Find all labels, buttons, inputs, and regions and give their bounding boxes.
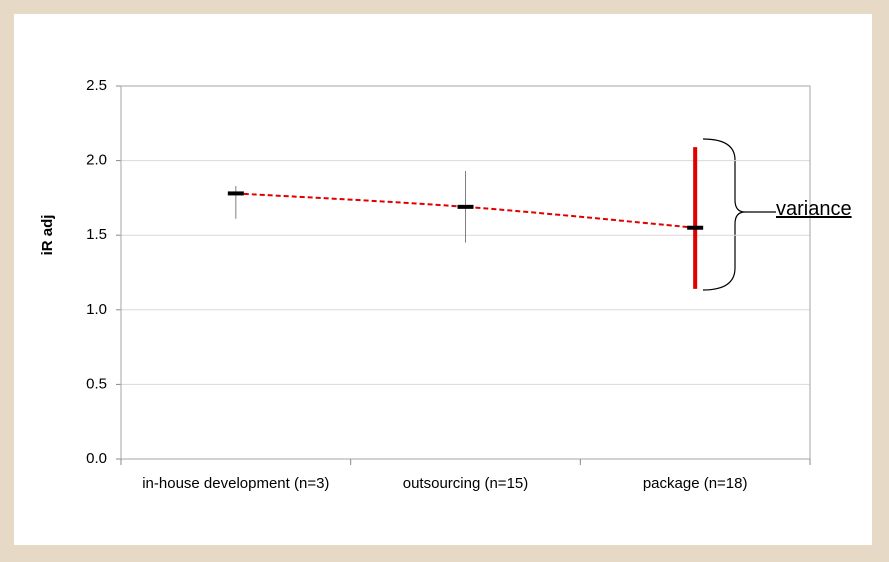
y-tick-label: 2.0 [86,152,107,169]
y-tick-label: 0.0 [86,450,107,467]
y-tick-label: 2.5 [86,77,107,94]
mean-marker [227,191,244,196]
y-axis-label: iR adj [39,215,56,256]
x-tick-label: outsourcing (n=15) [402,475,529,492]
y-tick-label: 1.0 [86,301,107,318]
mean-marker [687,225,704,230]
mean-marker [457,204,474,209]
x-tick-label: package (n=18) [642,475,748,492]
plot-frame [120,85,811,460]
brace [702,138,746,291]
y-tick-label: 0.5 [86,375,107,392]
panel [14,14,872,545]
x-tick-label: in-house development (n=3) [142,475,330,492]
annotation: variance [776,198,852,220]
y-tick-label: 1.5 [86,226,107,243]
